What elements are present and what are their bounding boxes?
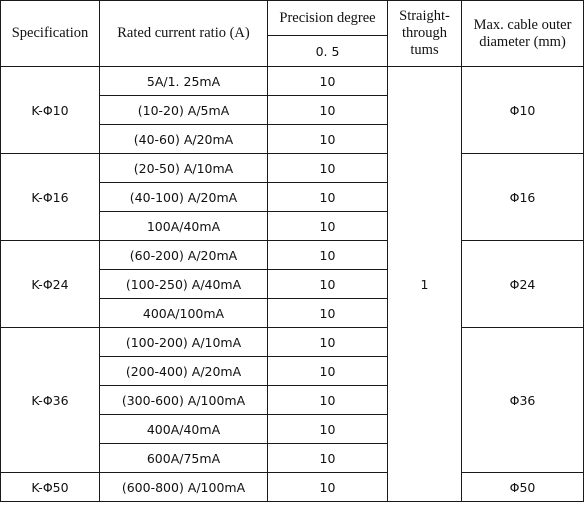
ratio-cell: 5A/1. 25mA (99, 66, 268, 96)
ratio-cell: 400A/100mA (99, 298, 268, 328)
spec-cell: K-Φ16 (0, 153, 100, 241)
precision-cell: 10 (267, 211, 388, 241)
table-row: K-Φ50 (600-800) A/100mA 10 Φ50 (0, 472, 584, 502)
table-row: (40-100) A/20mA 10 (1, 182, 584, 212)
table-row: 400A/100mA 10 (1, 298, 584, 328)
ratio-cell: (300-600) A/100mA (99, 385, 268, 415)
table-row: 600A/75mA 10 (1, 443, 584, 473)
straight-through-cell: 1 (387, 66, 462, 502)
diameter-cell: Φ50 (461, 472, 584, 502)
precision-cell: 10 (267, 269, 388, 299)
diameter-cell: Φ36 (461, 327, 584, 473)
header-row: Specification Rated current ratio (A) Pr… (0, 0, 584, 67)
ratio-cell: 600A/75mA (99, 443, 268, 473)
ratio-cell: (40-60) A/20mA (99, 124, 268, 154)
precision-cell: 10 (267, 95, 388, 125)
table-row: K-Φ36 (100-200) A/10mA 10 Φ36 (0, 327, 584, 473)
precision-cell: 10 (267, 414, 388, 444)
ratio-cell: (100-250) A/40mA (99, 269, 268, 299)
precision-cell: 10 (267, 240, 388, 270)
header-straight-through-turns: Straight- through tums (387, 0, 462, 67)
spec-cell: K-Φ36 (0, 327, 100, 473)
header-precision-value: 0. 5 (267, 35, 388, 67)
diameter-cell: Φ10 (461, 66, 584, 154)
precision-cell: 10 (267, 327, 388, 357)
table-row: K-Φ16 (20-50) A/10mA 10 Φ16 (0, 153, 584, 241)
precision-cell: 10 (267, 182, 388, 212)
precision-cell: 10 (267, 66, 388, 96)
precision-cell: 10 (267, 298, 388, 328)
table-row: (10-20) A/5mA 10 (1, 95, 584, 125)
ratio-cell: (60-200) A/20mA (99, 240, 268, 270)
ratio-cell: (600-800) A/100mA (99, 472, 268, 502)
table-row: (200-400) A/20mA 10 (1, 356, 584, 386)
header-subrow: 0. 5 (1, 35, 584, 67)
precision-cell: 10 (267, 356, 388, 386)
ratio-cell: 400A/40mA (99, 414, 268, 444)
ratio-cell: 100A/40mA (99, 211, 268, 241)
ratio-cell: (20-50) A/10mA (99, 153, 268, 183)
ratio-cell: (10-20) A/5mA (99, 95, 268, 125)
table-row: K-Φ24 (60-200) A/20mA 10 Φ24 (0, 240, 584, 328)
spec-cell: K-Φ10 (0, 66, 100, 154)
header-rated-current-ratio: Rated current ratio (A) (99, 0, 268, 67)
ratio-cell: (100-200) A/10mA (99, 327, 268, 357)
precision-cell: 10 (267, 385, 388, 415)
diameter-cell: Φ24 (461, 240, 584, 328)
table-row: (100-250) A/40mA 10 (1, 269, 584, 299)
table-row: (40-60) A/20mA 10 (1, 124, 584, 154)
table-row: 100A/40mA 10 (1, 211, 584, 241)
ratio-cell: (40-100) A/20mA (99, 182, 268, 212)
table-row: (300-600) A/100mA 10 (1, 385, 584, 415)
spec-cell: K-Φ24 (0, 240, 100, 328)
header-precision-degree: Precision degree (267, 0, 388, 36)
precision-cell: 10 (267, 443, 388, 473)
precision-cell: 10 (267, 153, 388, 183)
precision-cell: 10 (267, 472, 388, 502)
ratio-cell: (200-400) A/20mA (99, 356, 268, 386)
diameter-cell: Φ16 (461, 153, 584, 241)
header-max-cable-diameter: Max. cable outer diameter (mm) (461, 0, 584, 67)
spec-cell: K-Φ50 (0, 472, 100, 502)
precision-cell: 10 (267, 124, 388, 154)
table-row: K-Φ10 5A/1. 25mA 10 1 Φ10 (0, 66, 584, 502)
header-specification: Specification (0, 0, 100, 67)
